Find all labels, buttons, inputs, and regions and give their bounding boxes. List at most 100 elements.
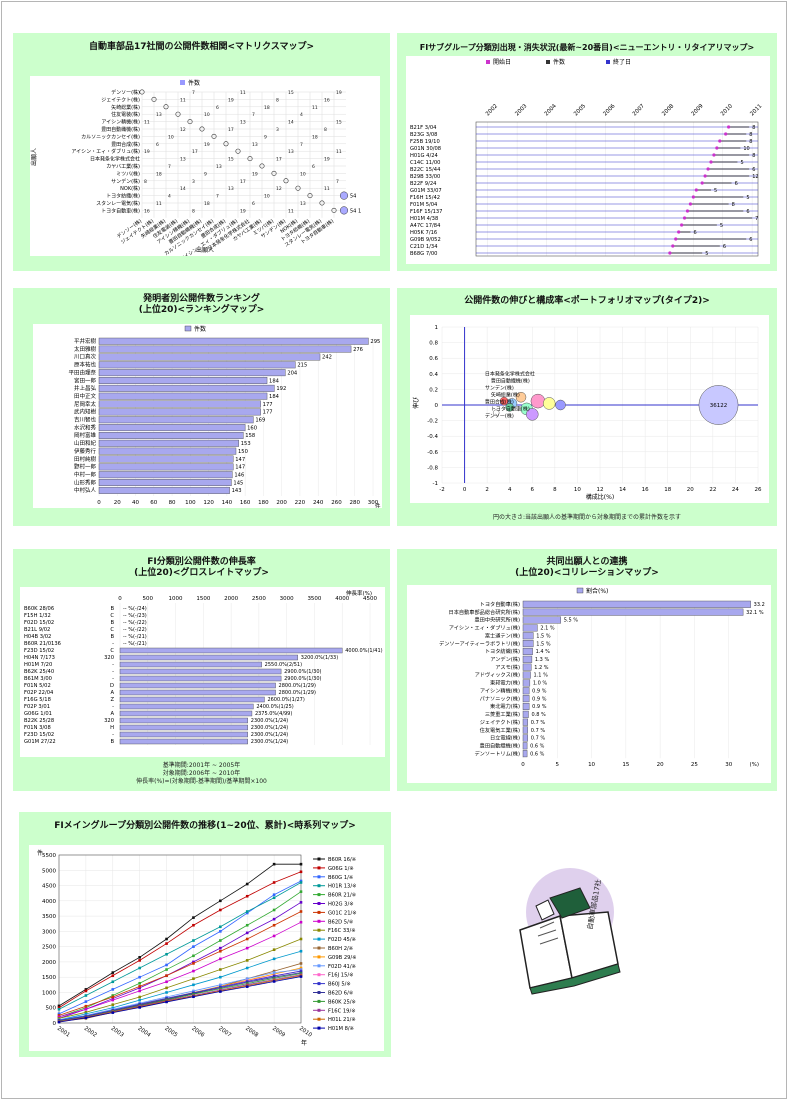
- row-label: H05K 7/16: [410, 230, 437, 236]
- y-unit: 件: [37, 849, 43, 857]
- value-label: 0.6 %: [530, 751, 545, 757]
- series-point: [219, 957, 222, 961]
- bar: [98, 392, 268, 400]
- portfolio-footnote: 円の大きさ:当該出願人の基準期間から対象期間までの累計件数を示す: [492, 514, 682, 521]
- value-label: 147: [235, 465, 245, 471]
- legend-marker: [317, 866, 321, 870]
- start-mark: [700, 181, 704, 185]
- series-point: [272, 957, 276, 961]
- row-mark: A: [110, 711, 114, 717]
- value-label: 145: [233, 480, 243, 486]
- category-label: デンソートリム(株): [474, 749, 520, 757]
- matrix-cell: 4: [168, 194, 171, 200]
- series-point: [245, 911, 249, 915]
- row-label: C14C 11/00: [410, 160, 440, 166]
- series-point: [111, 1003, 115, 1006]
- start-mark: [682, 216, 687, 220]
- matrix-cell: 14: [180, 186, 186, 192]
- series-point: [165, 942, 168, 945]
- row-label: B21L 9/02: [24, 627, 50, 633]
- bar: [522, 750, 528, 758]
- bar: [119, 668, 282, 675]
- panel-title: 共同出願人との連携: [546, 557, 628, 567]
- matrix-cell: 4: [300, 112, 303, 118]
- matrix-cell: 3: [276, 127, 279, 133]
- x-tick-label: 240: [313, 500, 324, 506]
- category-label: 山形秀郎: [74, 478, 97, 486]
- series-point: [245, 937, 249, 941]
- row-label: F16F 15/137: [410, 209, 442, 215]
- legend-label: G09B 29/※: [328, 955, 357, 961]
- y-tick-label: 4000: [42, 899, 56, 905]
- matrix-point: [235, 148, 241, 154]
- series-point: [245, 894, 249, 898]
- row-label: ジェイテクト(株): [101, 96, 140, 103]
- row-label: F15H 1/32: [24, 613, 51, 619]
- unit-label: 伸長率(%): [346, 589, 372, 597]
- series-point: [111, 997, 115, 1000]
- x-tick-label: 1500: [196, 596, 210, 602]
- start-mark: [685, 209, 690, 213]
- value-label: 1.2 %: [534, 665, 549, 671]
- x-tick-label: 1000: [169, 596, 183, 602]
- panel-newentry-map: FIサブグループ分類別出現・消失状況(最新~20番目)<ニューエントリ・リタイア…: [397, 33, 777, 271]
- value-label: 169: [255, 418, 265, 424]
- y-tick-label: 2500: [42, 945, 56, 951]
- value-label: 2375.0%(4/99): [255, 711, 292, 717]
- bar: [522, 734, 528, 742]
- series-point: [192, 977, 195, 981]
- row-label: G01N 30/08: [410, 146, 441, 152]
- panel-title: 発明者別公開件数ランキング: [143, 294, 260, 304]
- matrix-cell: 3: [192, 179, 195, 185]
- legend-marker: [317, 902, 321, 905]
- value-label: 146: [234, 472, 244, 478]
- series-point: [245, 882, 249, 886]
- category-label: パナソニック(株): [480, 694, 520, 702]
- series-point: [272, 971, 276, 974]
- series-line: [58, 950, 302, 1021]
- series-point: [219, 939, 222, 942]
- value-label: 2300.0%(1/24): [251, 732, 288, 738]
- row-label: G09B 9/052: [410, 237, 441, 243]
- row-label: F02D 15/02: [24, 620, 54, 626]
- series-point: [138, 995, 141, 999]
- series-point: [57, 1014, 61, 1017]
- series-point: [245, 946, 249, 950]
- matrix-point: [223, 141, 229, 147]
- matrix-point: [319, 200, 325, 206]
- start-mark: [727, 125, 731, 129]
- matrix-cell: 7: [252, 112, 255, 118]
- category-label: 水沢和秀: [74, 423, 97, 431]
- x-tick-label: 8: [553, 487, 557, 493]
- y-tick-label: 3000: [42, 929, 56, 935]
- row-label: B62K 25/40: [24, 669, 54, 675]
- bubble: [542, 397, 556, 410]
- series-point: [299, 968, 303, 971]
- legend-marker: [317, 857, 321, 861]
- category-label: 三菱重工業(株): [485, 710, 520, 718]
- series-point: [84, 989, 88, 993]
- matrix-cell: 18: [312, 134, 318, 140]
- legend-label: B62D 6/※: [328, 991, 353, 997]
- category-label: アスモ(株): [495, 663, 520, 671]
- series-point: [192, 945, 195, 948]
- value-label: 3200.0%(1/33): [301, 655, 338, 661]
- x-tick-label: 6: [531, 487, 535, 493]
- bar: [119, 738, 248, 745]
- y-tick-label: 0.4: [429, 372, 438, 378]
- series-line: [58, 871, 302, 1009]
- chart-area: 開始日 件数 終了日 2002 2003 2004 2005 2006 2007 2008 2009…: [406, 56, 770, 264]
- matrix-point: [247, 156, 253, 162]
- x-tick-label: 60: [150, 500, 157, 506]
- series-point: [272, 893, 276, 897]
- category-label: 富士通テン(株): [485, 631, 520, 639]
- value-label: 0.9 %: [532, 688, 547, 694]
- series-point: [299, 890, 303, 893]
- bar: [522, 726, 528, 734]
- series-point: [299, 975, 303, 978]
- series-point: [84, 988, 88, 991]
- y-tick-label: 4500: [42, 884, 56, 890]
- y-tick-label: -0.8: [427, 465, 438, 471]
- bar: [119, 724, 248, 731]
